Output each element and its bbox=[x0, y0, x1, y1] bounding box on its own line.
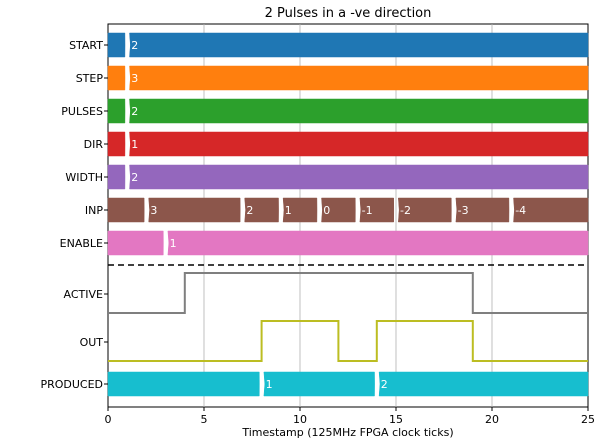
signal-label-inp: INP bbox=[85, 204, 103, 217]
bus-segment-produced bbox=[378, 371, 589, 397]
bus-value-enable: 1 bbox=[170, 237, 177, 250]
signal-label-dir: DIR bbox=[84, 138, 104, 151]
signal-label-start: START bbox=[69, 39, 103, 52]
signal-traces: 2 3 2 1 2 3 2 1 0 -1 -2 -3 -4 1 1 2 bbox=[107, 32, 589, 397]
bus-segment-width bbox=[129, 164, 589, 190]
bus-segment-inp bbox=[148, 197, 241, 223]
bus-value-inp: 2 bbox=[246, 204, 253, 217]
bus-segment-start bbox=[129, 32, 589, 58]
bus-value-inp: -1 bbox=[362, 204, 373, 217]
x-tick-label: 0 bbox=[105, 413, 112, 426]
signal-labels: START STEP PULSES DIR WIDTH INP ENABLE ACTIVE OU… bbox=[40, 39, 108, 391]
bus-segment-start bbox=[107, 32, 126, 58]
signal-label-pulses: PULSES bbox=[61, 105, 103, 118]
bit-trace-active bbox=[108, 272, 588, 314]
bus-segment-inp bbox=[321, 197, 356, 223]
bus-value-inp: -2 bbox=[400, 204, 411, 217]
bus-segment-inp bbox=[107, 197, 145, 223]
bus-value-inp: 3 bbox=[150, 204, 157, 217]
x-tick-label: 10 bbox=[293, 413, 307, 426]
bus-segment-step bbox=[129, 65, 589, 91]
signal-label-out: OUT bbox=[80, 336, 104, 349]
x-tick-label: 20 bbox=[485, 413, 499, 426]
bus-value-produced: 1 bbox=[266, 378, 273, 391]
x-tick-label: 15 bbox=[389, 413, 403, 426]
bus-segment-inp bbox=[244, 197, 279, 223]
bus-segment-width bbox=[107, 164, 126, 190]
bus-value-start: 2 bbox=[131, 39, 138, 52]
signal-label-step: STEP bbox=[76, 72, 104, 85]
signal-label-width: WIDTH bbox=[65, 171, 103, 184]
chart-title: 2 Pulses in a -ve direction bbox=[265, 6, 432, 21]
bus-value-step: 3 bbox=[131, 72, 138, 85]
bus-value-width: 2 bbox=[131, 171, 138, 184]
bus-value-dir: 1 bbox=[131, 138, 138, 151]
signal-label-enable: ENABLE bbox=[60, 237, 103, 250]
bus-segment-produced bbox=[263, 371, 375, 397]
signal-label-active: ACTIVE bbox=[64, 288, 104, 301]
bus-segment-inp bbox=[282, 197, 318, 223]
x-tick-label: 25 bbox=[581, 413, 595, 426]
bus-value-inp: -3 bbox=[458, 204, 469, 217]
bus-segment-dir bbox=[107, 131, 126, 157]
bus-segment-enable bbox=[107, 230, 164, 256]
bus-segment-produced bbox=[107, 371, 260, 397]
bit-trace-out bbox=[108, 320, 588, 362]
bus-segment-pulses bbox=[107, 98, 126, 124]
x-tick-label: 5 bbox=[201, 413, 208, 426]
bus-segment-step bbox=[107, 65, 126, 91]
bus-value-inp: -4 bbox=[515, 204, 526, 217]
bus-value-produced: 2 bbox=[381, 378, 388, 391]
x-axis: 0 5 10 15 20 25 bbox=[105, 407, 595, 426]
bus-value-pulses: 2 bbox=[131, 105, 138, 118]
bus-segment-dir bbox=[129, 131, 589, 157]
bus-segment-inp bbox=[455, 197, 510, 223]
bus-segment-enable bbox=[167, 230, 589, 256]
bus-segment-inp bbox=[513, 197, 589, 223]
signal-label-produced: PRODUCED bbox=[40, 378, 103, 391]
bus-value-inp: 1 bbox=[285, 204, 292, 217]
bus-segment-inp bbox=[398, 197, 452, 223]
bus-value-inp: 0 bbox=[323, 204, 330, 217]
bus-segment-inp bbox=[359, 197, 395, 223]
x-axis-label: Timestamp (125MHz FPGA clock ticks) bbox=[241, 426, 453, 439]
bus-segment-pulses bbox=[129, 98, 589, 124]
